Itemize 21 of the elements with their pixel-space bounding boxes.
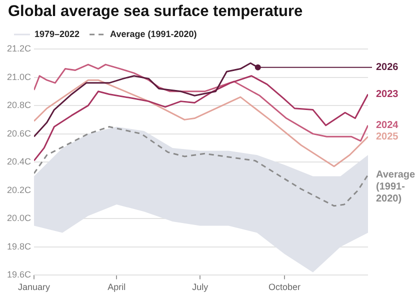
x-tick-label: January bbox=[18, 282, 51, 292]
legend-label: 1979–2022 bbox=[34, 28, 80, 39]
x-tick-label: April bbox=[108, 282, 126, 292]
text: 2026 bbox=[376, 62, 399, 74]
series-label: 2024 bbox=[376, 120, 399, 132]
x-tick-label: July bbox=[192, 282, 209, 292]
y-tick-label: 21.0C bbox=[6, 72, 32, 82]
y-tick-label: 20.6C bbox=[6, 128, 32, 138]
text: Average (1991-2020) bbox=[376, 170, 416, 205]
chart-title: Global average sea surface temperature bbox=[8, 3, 303, 21]
x-tick-label: October bbox=[268, 282, 301, 292]
y-tick-label: 19.6C bbox=[6, 270, 32, 280]
y-tick-label: 20.8C bbox=[6, 100, 32, 110]
series-label: 2025 bbox=[376, 131, 399, 142]
y-tick-label: 20.4C bbox=[6, 156, 32, 167]
y-tick-label: 20.0C bbox=[6, 213, 32, 224]
y-tick-label: 20.2C bbox=[6, 184, 32, 195]
legend-label: Average (1991-2020) bbox=[110, 28, 197, 39]
series-label: 2023 bbox=[376, 88, 399, 100]
y-tick-label: 19.8C bbox=[6, 241, 32, 252]
y-tick-label: 21.2C bbox=[6, 43, 32, 54]
